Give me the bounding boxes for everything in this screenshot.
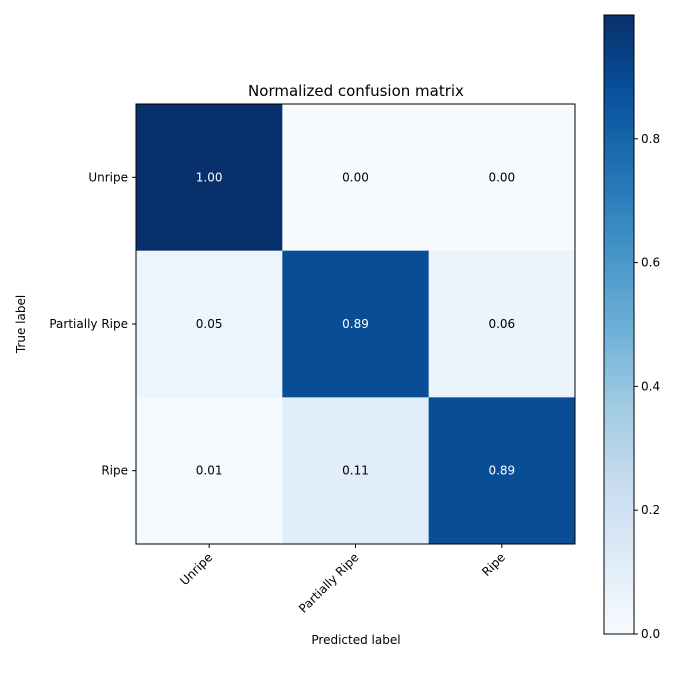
- heatmap-cell: [282, 104, 430, 252]
- heatmap-cell-labels: 1.00 0.00 0.00 0.05 0.89 0.06 0.01 0.11 0.89: [196, 170, 515, 477]
- cell-value-label: 0.01: [196, 464, 223, 478]
- chart-title: Normalized confusion matrix: [248, 82, 464, 100]
- y-tick-label: Ripe: [101, 464, 128, 478]
- cell-value-label: 0.89: [488, 464, 515, 478]
- heatmap-cell: [136, 104, 283, 252]
- cell-value-label: 0.06: [488, 317, 515, 331]
- colorbar: [603, 14, 635, 635]
- y-axis-title: True label: [14, 295, 28, 354]
- heatmap-cell: [428, 397, 576, 545]
- heatmap-cell: [136, 250, 283, 398]
- cell-value-label: 0.11: [342, 464, 369, 478]
- heatmap-cell: [282, 397, 430, 545]
- heatmap-cell: [428, 104, 576, 252]
- x-tick-label: Partially Ripe: [296, 550, 362, 616]
- heatmap-cell: [428, 250, 576, 398]
- x-tick-label: Unripe: [177, 550, 215, 588]
- y-axis-ticks: Unripe Partially Ripe Ripe: [49, 170, 136, 478]
- y-tick-label: Partially Ripe: [49, 317, 128, 331]
- heatmap-cell: [282, 250, 430, 398]
- colorbar-tick-label: 0.0: [641, 627, 660, 641]
- colorbar-tick-label: 0.2: [641, 503, 660, 517]
- x-axis-title: Predicted label: [311, 633, 400, 647]
- cell-value-label: 0.00: [342, 170, 369, 184]
- y-tick-label: Unripe: [88, 170, 128, 184]
- x-axis-ticks: Unripe Partially Ripe Ripe: [177, 544, 508, 616]
- cell-value-label: 0.00: [488, 170, 515, 184]
- colorbar-tick-label: 0.6: [641, 256, 660, 270]
- x-tick-label: Ripe: [479, 550, 508, 579]
- heatmap-cells: [136, 104, 576, 545]
- cell-value-label: 1.00: [196, 170, 223, 184]
- cell-value-label: 0.89: [342, 317, 369, 331]
- cell-value-label: 0.05: [196, 317, 223, 331]
- colorbar-ticks: 0.0 0.2 0.4 0.6 0.8: [634, 132, 660, 641]
- colorbar-tick-label: 0.8: [641, 132, 660, 146]
- colorbar-tick-label: 0.4: [641, 379, 660, 393]
- heatmap-cell: [136, 397, 283, 545]
